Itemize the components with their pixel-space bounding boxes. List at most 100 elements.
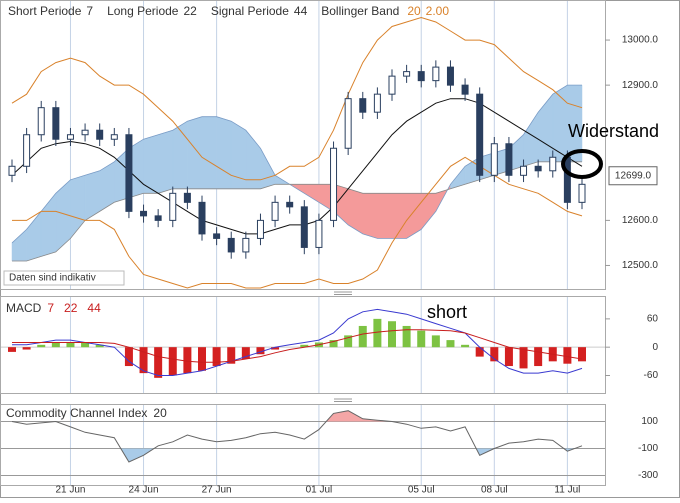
macd-bar (241, 347, 250, 359)
panel-param: 22 (64, 301, 78, 315)
candle-body (520, 165, 528, 176)
macd-bar (388, 321, 396, 348)
header-text: Short Periode (8, 4, 82, 18)
macd-bar (51, 342, 60, 348)
annotation: short (427, 302, 467, 322)
candle-body (403, 71, 411, 77)
candle-body (344, 98, 352, 149)
macd-bar (271, 347, 280, 350)
cloud-edge (12, 161, 582, 262)
candle-body (256, 219, 264, 239)
candle-body (330, 147, 338, 221)
candle-body (549, 156, 557, 172)
indicator-line (11, 16, 583, 181)
panel-param: 20 (153, 406, 167, 420)
macd-bar (475, 347, 484, 357)
cloud-segment (201, 116, 217, 190)
macd-bar (124, 347, 133, 367)
candle-body (359, 98, 367, 113)
candle-body (198, 201, 206, 235)
cloud-segment (377, 193, 393, 239)
header-text: Signal Periode (211, 4, 289, 18)
candle-body (169, 192, 177, 221)
macd-bar (358, 325, 367, 348)
cci-area (12, 410, 393, 422)
macd-bar (300, 344, 309, 348)
macd-bar (504, 347, 513, 367)
candle-body (154, 215, 162, 221)
macd-bar (402, 325, 411, 348)
candle-body (446, 66, 454, 86)
cloud-segment (362, 193, 378, 239)
macd-bar (446, 340, 455, 348)
disclaimer: Daten sind indikativ (9, 273, 96, 284)
candle-body (52, 107, 60, 140)
candle-body (417, 71, 425, 82)
price-plot (8, 16, 586, 289)
candle-body (563, 156, 571, 203)
candle-body (66, 134, 74, 140)
candle-body (534, 165, 542, 172)
header-text: 44 (294, 4, 308, 18)
panel-title: Commodity Channel Index (6, 406, 147, 420)
macd-bar (227, 347, 236, 364)
candle-body (183, 192, 191, 203)
macd-bar (139, 347, 148, 374)
x-tick-label: 08 Jul (481, 485, 508, 496)
cloud-edge (11, 84, 582, 244)
candle-body (96, 129, 104, 140)
header-text: Bollinger Band (321, 4, 399, 18)
x-tick-label: 11 Jul (554, 485, 580, 496)
panel-param: 7 (47, 301, 54, 315)
macd-bar (22, 347, 31, 350)
header-text: 2.00 (426, 4, 450, 18)
candle-body (300, 206, 308, 248)
macd-bar (563, 347, 572, 364)
macd-bar (461, 344, 470, 348)
plot-layer: 21 Jun 24 Jun 27 Jun 01 Jul 05 Jul 08 Jul 11 J… (1, 1, 659, 496)
macd-bar (431, 335, 440, 348)
candle-body (23, 134, 31, 167)
macd-bar (37, 344, 46, 348)
candle-body (476, 93, 484, 176)
x-tick-label: 01 Jul (306, 485, 333, 496)
macd-bar (519, 347, 528, 369)
macd-bar (95, 344, 104, 348)
candle-body (490, 143, 498, 176)
disclaimer-box (3, 270, 125, 286)
cloud-segment (216, 116, 232, 190)
y-tick-label: 100 (641, 416, 658, 427)
y-tick-label: -300 (638, 470, 658, 481)
candle-body (8, 165, 16, 176)
macd-bar (81, 342, 90, 348)
macd-bar (373, 318, 382, 348)
macd-bar (212, 347, 221, 367)
panel-handle (334, 291, 352, 402)
candle-body (242, 237, 250, 253)
y-tick-label: 13000.0 (622, 35, 659, 46)
macd-line (12, 329, 583, 363)
candle-body (286, 201, 294, 208)
macd-bar (417, 330, 426, 348)
macd-bar (198, 347, 206, 371)
x-tick-label: 24 Jun (129, 485, 159, 496)
candle-body (432, 66, 440, 82)
y-tick-label: 0 (652, 342, 658, 353)
candle-body (578, 183, 586, 203)
y-tick-label: 60 (647, 314, 659, 325)
x-tick-label: 21 Jun (55, 485, 85, 496)
cloud-segment (172, 120, 188, 190)
macd-bar (66, 342, 75, 348)
macd-bar (183, 347, 192, 374)
last-value-label: 12699.0 (615, 170, 652, 181)
x-tick-label: 05 Jul (408, 485, 435, 496)
macd-bar (154, 347, 163, 378)
macd-bar (8, 347, 16, 352)
candle-body (271, 201, 279, 221)
macd-bar (329, 340, 338, 348)
y-tick-label: 12900.0 (622, 80, 659, 91)
header-text: 7 (86, 4, 93, 18)
header-text: Long Periode (107, 4, 179, 18)
candle-body (227, 237, 235, 253)
